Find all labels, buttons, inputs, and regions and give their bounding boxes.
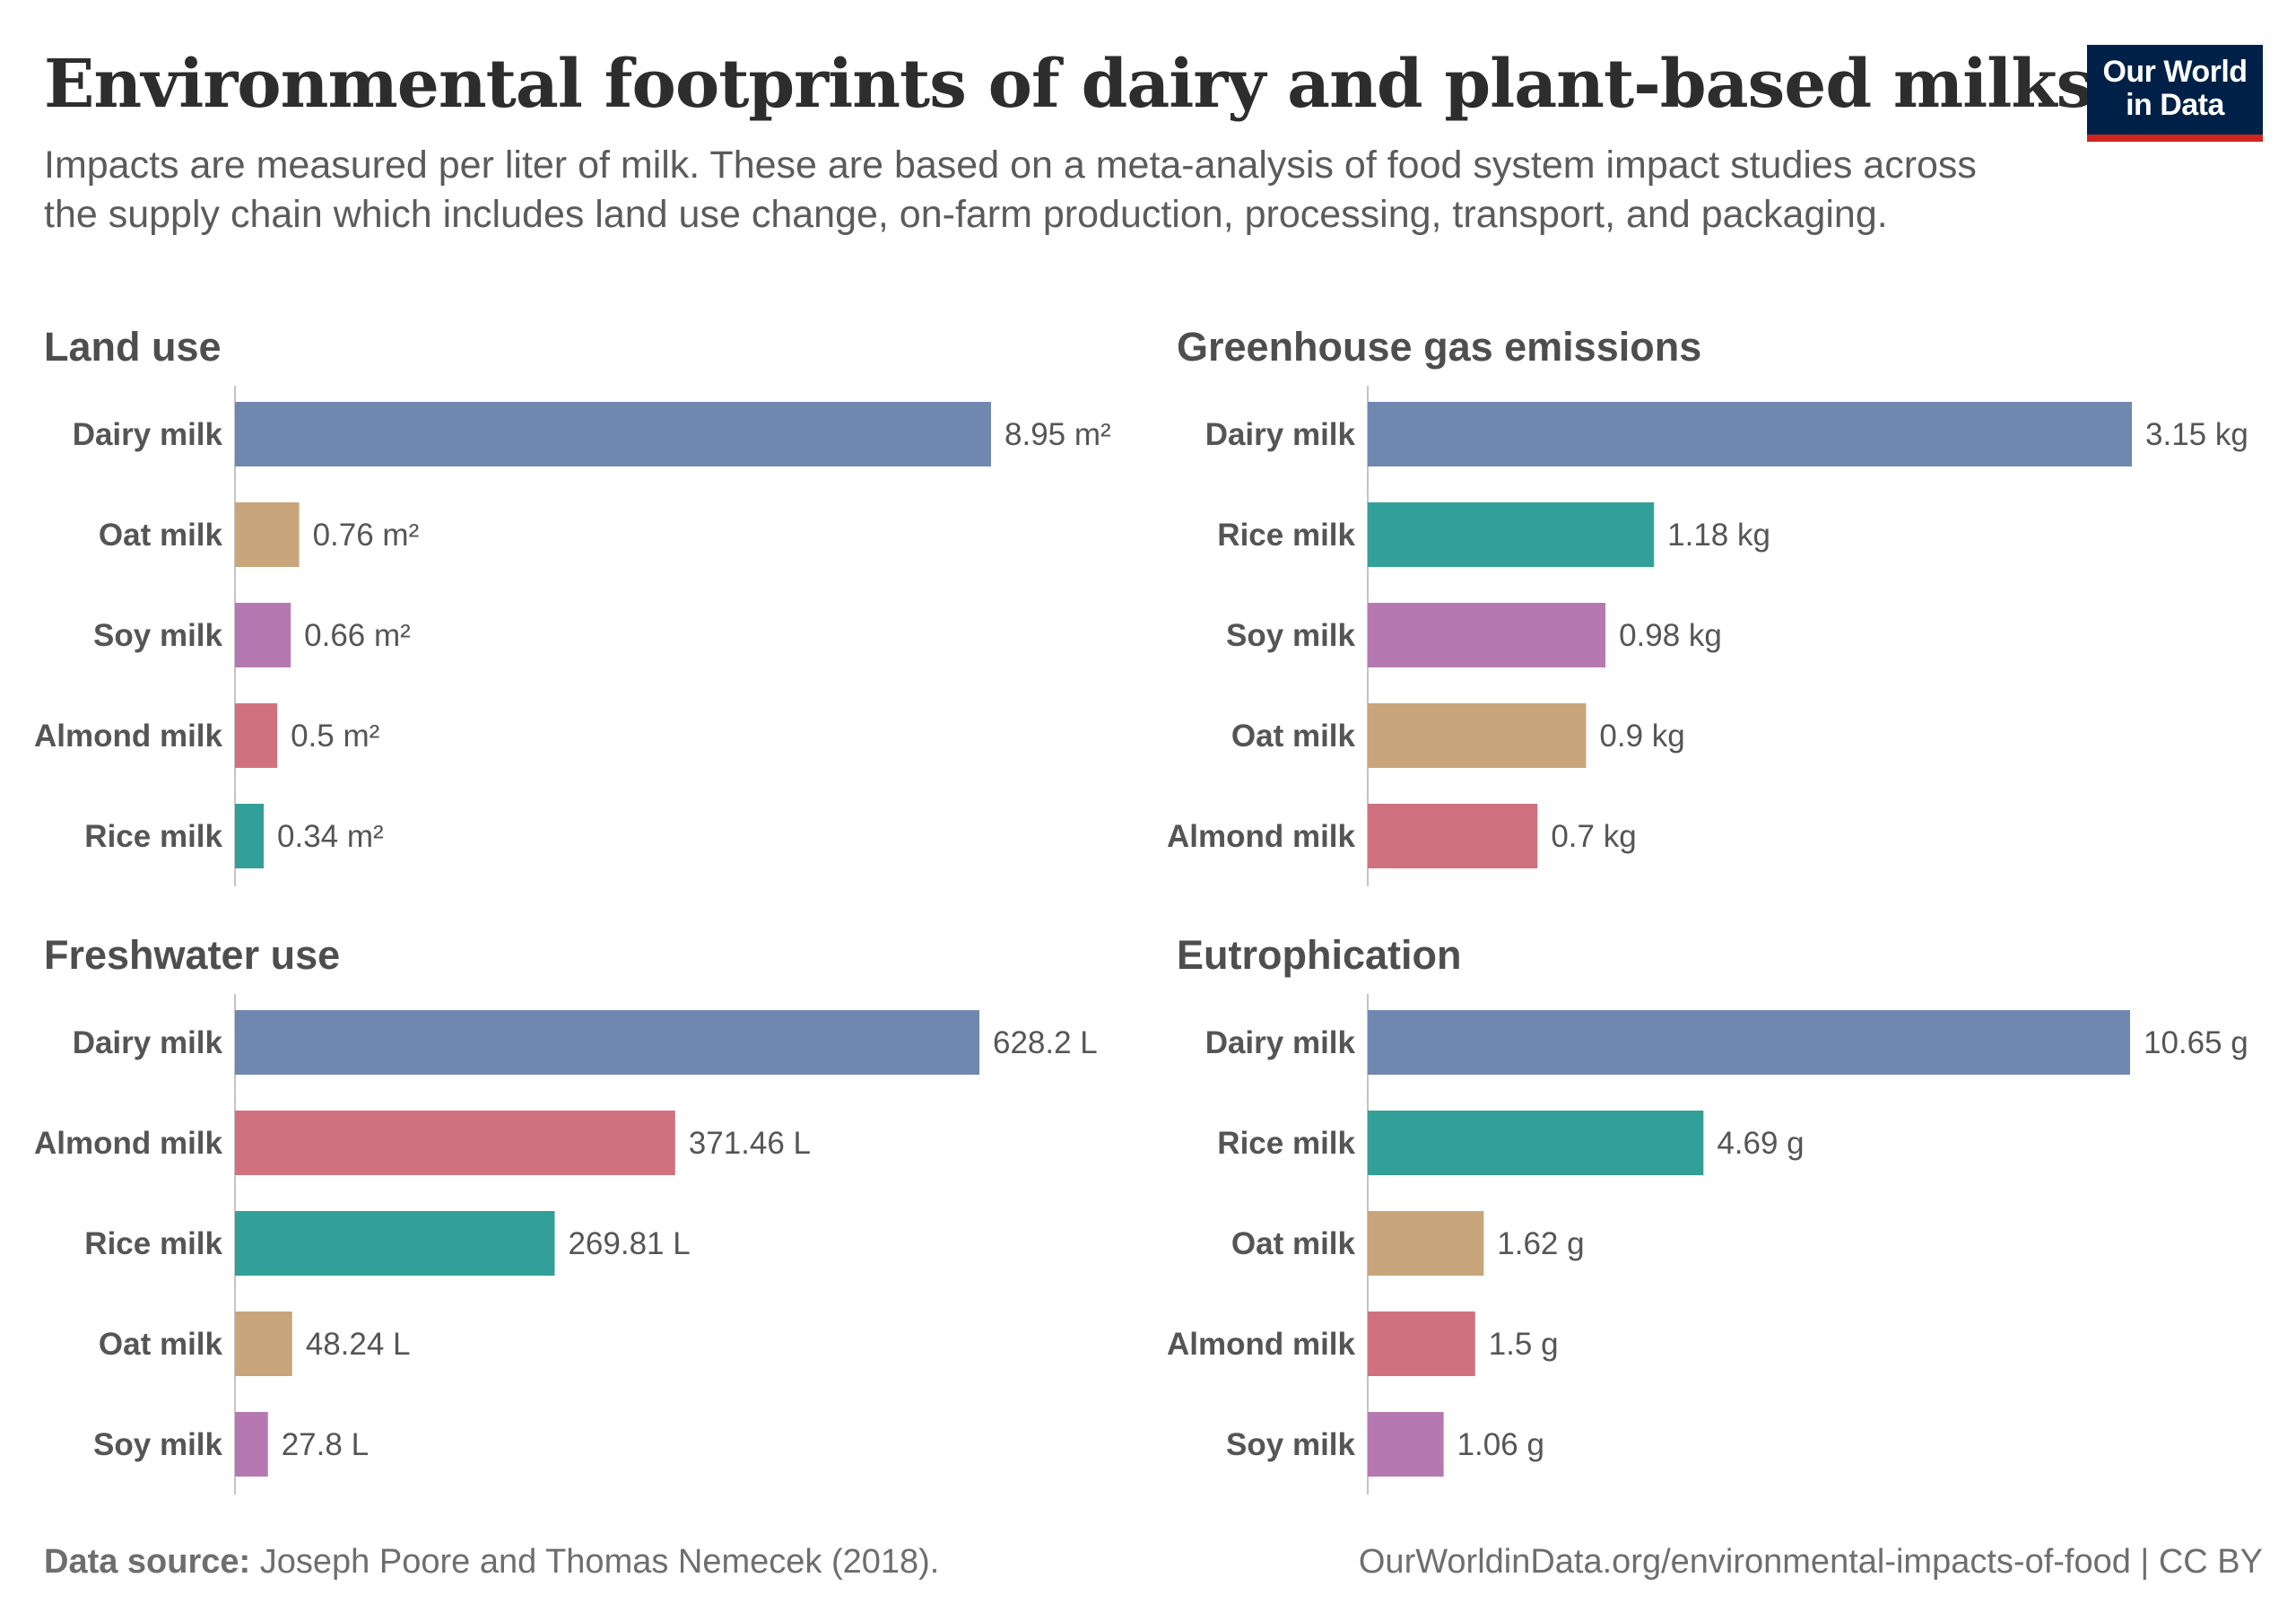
bar-soy-milk[interactable] — [235, 1412, 268, 1477]
bar-rice-milk[interactable] — [1368, 1111, 1704, 1175]
category-label: Rice milk — [84, 819, 222, 854]
category-label: Soy milk — [93, 1427, 222, 1462]
value-label: 0.76 m² — [313, 518, 420, 553]
chart-panel-land-use: Land use Dairy milk 8.95 m² Oat milk 0.76 m²… — [34, 324, 1111, 886]
category-label: Oat milk — [1231, 1226, 1356, 1261]
bar-oat-milk[interactable] — [235, 1312, 292, 1376]
bar-almond-milk[interactable] — [235, 703, 278, 768]
value-label: 48.24 L — [306, 1327, 411, 1362]
logo-line-2: in Data — [2126, 88, 2224, 122]
value-label: 1.18 kg — [1667, 518, 1770, 553]
chart-panel-freshwater-use: Freshwater use Dairy milk 628.2 L Almond mi… — [34, 932, 1098, 1495]
bar-rice-milk[interactable] — [235, 1211, 555, 1276]
category-label: Almond milk — [1167, 819, 1356, 854]
bar-oat-milk[interactable] — [1368, 703, 1587, 768]
bar-dairy-milk[interactable] — [1368, 402, 2132, 466]
value-label: 1.62 g — [1497, 1226, 1584, 1261]
bar-oat-milk[interactable] — [1368, 1211, 1484, 1276]
value-label: 0.34 m² — [277, 819, 384, 854]
chart-title: Environmental footprints of dairy and pl… — [44, 46, 2093, 123]
value-label: 269.81 L — [568, 1226, 690, 1261]
value-label: 27.8 L — [282, 1427, 369, 1462]
bar-dairy-milk[interactable] — [235, 402, 991, 466]
bar-almond-milk[interactable] — [235, 1111, 675, 1175]
bar-almond-milk[interactable] — [1368, 804, 1538, 868]
panel-title: Eutrophication — [1177, 932, 1461, 978]
category-label: Almond milk — [1167, 1327, 1356, 1362]
bar-dairy-milk[interactable] — [235, 1010, 979, 1075]
chart-subtitle: Impacts are measured per liter of milk. … — [44, 144, 1977, 236]
category-label: Rice milk — [1217, 1126, 1355, 1161]
bar-rice-milk[interactable] — [235, 804, 265, 868]
value-label: 0.9 kg — [1599, 719, 1684, 754]
bar-rice-milk[interactable] — [1368, 502, 1655, 567]
category-label: Soy milk — [93, 618, 222, 653]
chart-panel-eutrophication: Eutrophication Dairy milk 10.65 g Rice milk… — [1167, 932, 2248, 1495]
data-source: Data source: Joseph Poore and Thomas Nem… — [44, 1541, 939, 1582]
value-label: 628.2 L — [993, 1025, 1098, 1060]
value-label: 10.65 g — [2144, 1025, 2248, 1060]
bar-oat-milk[interactable] — [235, 502, 300, 567]
bar-soy-milk[interactable] — [1368, 1412, 1444, 1477]
category-label: Oat milk — [99, 518, 223, 553]
value-label: 1.06 g — [1457, 1427, 1544, 1462]
value-label: 0.7 kg — [1551, 819, 1636, 854]
category-label: Dairy milk — [1205, 1025, 1356, 1060]
value-label: 4.69 g — [1717, 1126, 1804, 1161]
value-label: 3.15 kg — [2145, 417, 2248, 452]
category-label: Almond milk — [34, 1126, 223, 1161]
value-label: 0.98 kg — [1619, 618, 1722, 653]
category-label: Almond milk — [34, 719, 223, 754]
value-label: 1.5 g — [1489, 1327, 1559, 1362]
category-label: Rice milk — [84, 1226, 222, 1261]
category-label: Soy milk — [1226, 618, 1355, 653]
panel-title: Freshwater use — [44, 932, 340, 978]
owid-logo[interactable]: Our World in Data — [2087, 45, 2263, 142]
source-link[interactable]: OurWorldinData.org/environmental-impacts… — [1358, 1543, 2263, 1581]
panel-title: Land use — [44, 324, 222, 370]
chart-panel-greenhouse-gas-emissions: Greenhouse gas emissions Dairy milk 3.15 k… — [1167, 324, 2248, 886]
category-label: Dairy milk — [73, 417, 223, 452]
bar-soy-milk[interactable] — [235, 603, 291, 667]
category-label: Dairy milk — [73, 1025, 223, 1060]
category-label: Oat milk — [1231, 719, 1356, 754]
value-label: 8.95 m² — [1004, 417, 1111, 452]
value-label: 0.66 m² — [304, 618, 411, 653]
category-label: Dairy milk — [1205, 417, 1356, 452]
data-source-text: Joseph Poore and Thomas Nemecek (2018). — [250, 1543, 940, 1581]
logo-line-1: Our World — [2102, 55, 2248, 89]
bar-dairy-milk[interactable] — [1368, 1010, 2130, 1075]
panel-title: Greenhouse gas emissions — [1177, 324, 1701, 370]
value-label: 0.5 m² — [291, 719, 379, 754]
bar-soy-milk[interactable] — [1368, 603, 1606, 667]
data-source-label: Data source: — [44, 1543, 251, 1581]
bar-almond-milk[interactable] — [1368, 1312, 1475, 1376]
category-label: Soy milk — [1226, 1427, 1355, 1462]
category-label: Oat milk — [99, 1327, 223, 1362]
value-label: 371.46 L — [689, 1126, 811, 1161]
category-label: Rice milk — [1217, 518, 1355, 553]
